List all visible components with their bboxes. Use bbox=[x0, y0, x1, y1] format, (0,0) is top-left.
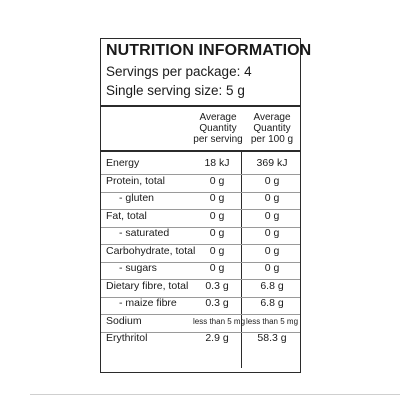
row-divider bbox=[101, 209, 300, 210]
nutrient-name: - gluten bbox=[119, 192, 155, 204]
table-row: - maize fibre 0.3 g 6.8 g bbox=[101, 294, 300, 312]
nutrient-name: Protein, total bbox=[106, 174, 165, 187]
column-header-per-serving: Average Quantity per serving bbox=[193, 112, 243, 145]
row-divider bbox=[101, 331, 300, 333]
value-per-100g: 0 g bbox=[264, 174, 280, 187]
column-header-line: Quantity bbox=[253, 123, 291, 134]
table-row: Fat, total 0 g 0 g bbox=[101, 207, 300, 225]
column-header-line: Average bbox=[253, 112, 291, 123]
row-divider bbox=[101, 279, 300, 280]
row-divider bbox=[101, 244, 300, 245]
value-per-100g: 0 g bbox=[264, 227, 280, 239]
value-per-serving: 0 g bbox=[209, 262, 225, 274]
value-per-serving: 0 g bbox=[209, 174, 225, 187]
nutrient-name: Energy bbox=[106, 157, 140, 169]
value-per-serving: 0 g bbox=[209, 227, 225, 239]
nutrient-name: Carbohydrate, total bbox=[106, 244, 196, 257]
value-per-serving: less than 5 mg bbox=[193, 316, 246, 326]
column-header-line: Quantity bbox=[199, 123, 237, 134]
nutrient-name: Sodium bbox=[106, 314, 142, 327]
value-per-serving: 0 g bbox=[209, 192, 225, 204]
column-header-per-100g: Average Quantity per 100 g bbox=[243, 112, 301, 145]
nutrient-name: Dietary fibre, total bbox=[106, 279, 189, 292]
column-header-line: per serving bbox=[193, 134, 243, 145]
row-divider bbox=[101, 191, 300, 193]
divider-top bbox=[101, 105, 300, 107]
table-row: Protein, total 0 g 0 g bbox=[101, 172, 300, 190]
column-divider bbox=[241, 150, 242, 368]
nutrient-name: Erythritol bbox=[106, 332, 148, 344]
value-per-serving: 0.3 g bbox=[205, 279, 229, 292]
nutrient-name: - maize fibre bbox=[119, 297, 177, 309]
row-divider bbox=[101, 174, 300, 175]
nutrient-name: Fat, total bbox=[106, 209, 147, 222]
table-row: Energy 18 kJ 369 kJ bbox=[101, 154, 300, 172]
nutrient-name: - sugars bbox=[119, 262, 157, 274]
value-per-100g: 6.8 g bbox=[260, 297, 284, 309]
nutrition-panel: NUTRITION INFORMATION Servings per packa… bbox=[100, 38, 311, 373]
value-per-100g: 0 g bbox=[264, 262, 280, 274]
value-per-serving: 0 g bbox=[209, 209, 225, 222]
row-divider bbox=[101, 261, 300, 263]
column-header-line: per 100 g bbox=[250, 134, 294, 145]
column-header-line: Average bbox=[199, 112, 237, 123]
table-row: Erythritol 2.9 g 58.3 g bbox=[101, 329, 300, 347]
table-row: - gluten 0 g 0 g bbox=[101, 189, 300, 207]
value-per-100g: 0 g bbox=[264, 192, 280, 204]
nutrient-name: - saturated bbox=[119, 227, 170, 239]
value-per-serving: 0.3 g bbox=[205, 297, 229, 309]
panel-title: NUTRITION INFORMATION bbox=[106, 42, 312, 59]
page-bottom-line bbox=[30, 394, 400, 395]
value-per-serving: 2.9 g bbox=[205, 332, 229, 344]
divider-header bbox=[101, 150, 300, 152]
value-per-100g: 0 g bbox=[264, 209, 280, 222]
row-divider bbox=[101, 314, 300, 315]
value-per-100g: 58.3 g bbox=[257, 332, 287, 344]
value-per-100g: 369 kJ bbox=[256, 157, 288, 169]
table-row: Sodium less than 5 mg less than 5 mg bbox=[101, 312, 300, 330]
servings-per-package: Servings per package: 4 bbox=[106, 64, 252, 79]
table-row: - saturated 0 g 0 g bbox=[101, 224, 300, 242]
row-divider bbox=[101, 226, 300, 228]
value-per-serving: 0 g bbox=[209, 244, 225, 257]
value-per-100g: 0 g bbox=[264, 244, 280, 257]
serving-size: Single serving size: 5 g bbox=[106, 83, 245, 98]
table-row: - sugars 0 g 0 g bbox=[101, 259, 300, 277]
row-divider bbox=[101, 296, 300, 298]
value-per-100g: 6.8 g bbox=[260, 279, 284, 292]
value-per-100g: less than 5 mg bbox=[245, 316, 299, 326]
table-row: Dietary fibre, total 0.3 g 6.8 g bbox=[101, 277, 300, 295]
value-per-serving: 18 kJ bbox=[204, 157, 230, 169]
table-row: Carbohydrate, total 0 g 0 g bbox=[101, 242, 300, 260]
